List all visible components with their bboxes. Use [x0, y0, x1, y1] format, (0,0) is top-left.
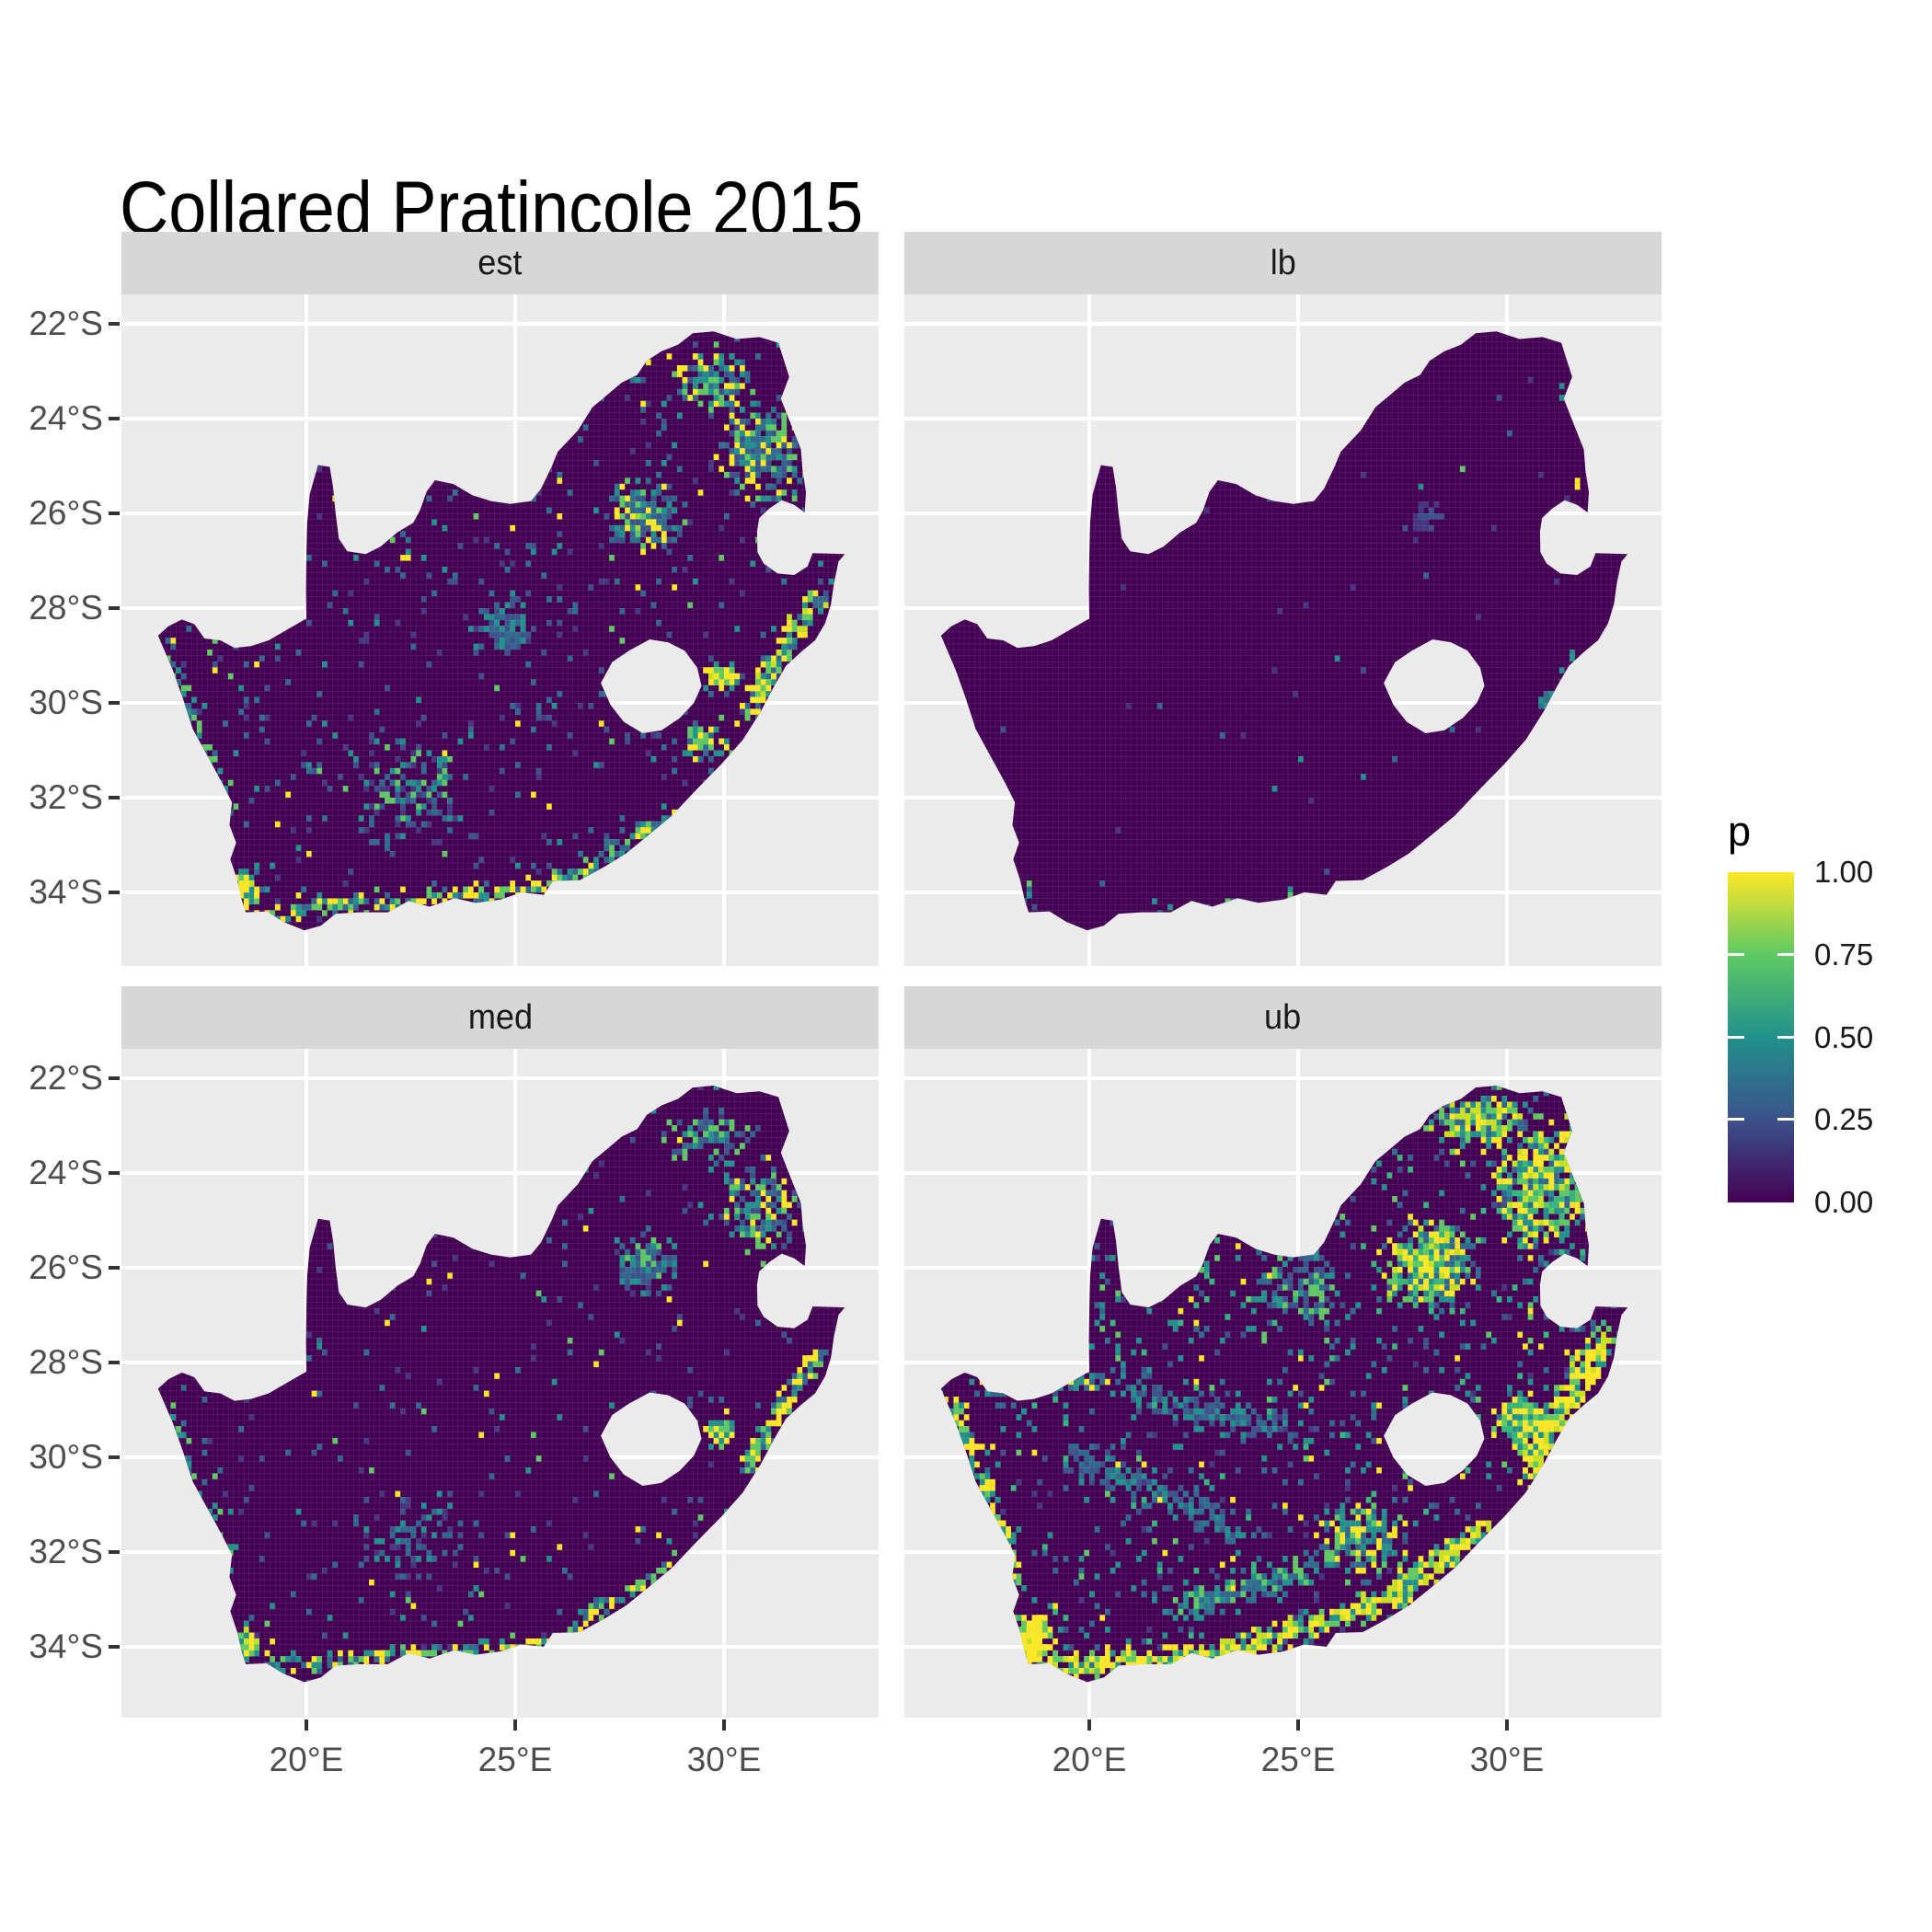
y-axis-label: 30°S [29, 1438, 103, 1476]
x-axis-tick [1505, 1719, 1509, 1731]
y-axis-tick [109, 796, 120, 799]
y-axis-tick [109, 1361, 120, 1364]
x-axis-label: 30°E [686, 1741, 762, 1778]
panel-med [121, 1049, 879, 1718]
x-axis-label: 25°E [1260, 1741, 1336, 1778]
legend-tick [1728, 1036, 1744, 1039]
x-axis-tick [513, 1719, 517, 1731]
panel-lb [904, 294, 1662, 966]
panel-est [121, 294, 879, 966]
facet-strip-lb: lb [904, 232, 1662, 294]
x-axis-tick [1296, 1719, 1300, 1731]
y-axis-label: 22°S [29, 305, 103, 342]
y-axis-tick [109, 1171, 120, 1175]
y-axis-label: 34°S [29, 873, 103, 911]
y-axis-label: 32°S [29, 778, 103, 816]
facet-strip-est: est [121, 232, 879, 294]
y-axis-label: 26°S [29, 494, 103, 532]
legend-tick [1777, 953, 1794, 956]
y-axis-label: 24°S [29, 399, 103, 437]
x-axis-label: 20°E [1052, 1741, 1127, 1778]
y-axis-tick [109, 606, 120, 610]
legend-label: 1.00 [1814, 855, 1874, 889]
map-med [157, 1086, 845, 1683]
y-axis-tick [109, 1645, 120, 1649]
legend-label: 0.50 [1814, 1020, 1874, 1054]
legend-tick [1728, 1118, 1744, 1121]
y-axis-label: 34°S [29, 1627, 103, 1665]
gridline-horizontal [121, 1076, 879, 1080]
y-axis-label: 28°S [29, 1343, 103, 1381]
gridline-horizontal [121, 1171, 879, 1175]
facet-strip-label: ub [1264, 997, 1302, 1037]
gridline-horizontal [904, 322, 1662, 326]
y-axis-tick [109, 512, 120, 515]
legend-label: 0.25 [1814, 1102, 1874, 1136]
map-lb [940, 331, 1628, 931]
facet-strip-label: lb [1270, 243, 1296, 282]
panel-ub [904, 1049, 1662, 1718]
x-axis-label: 25°E [477, 1741, 553, 1778]
y-axis-label: 22°S [29, 1059, 103, 1097]
y-axis-tick [109, 1076, 120, 1080]
gridline-horizontal [904, 417, 1662, 420]
legend-tick [1777, 1036, 1794, 1039]
gridline-horizontal [904, 1171, 1662, 1175]
y-axis-tick [109, 322, 120, 326]
facet-strip-label: est [477, 243, 523, 282]
y-axis-label: 24°S [29, 1154, 103, 1191]
gridline-horizontal [904, 1076, 1662, 1080]
map-est [157, 331, 845, 931]
y-axis-label: 30°S [29, 684, 103, 721]
y-axis-tick [109, 1550, 120, 1554]
legend-colorbar [1728, 872, 1794, 1202]
facet-strip-label: med [467, 997, 533, 1037]
y-axis-tick [109, 1266, 120, 1270]
x-axis-label: 30°E [1469, 1741, 1545, 1778]
facet-strip-med: med [121, 986, 879, 1049]
y-axis-label: 26°S [29, 1248, 103, 1286]
gridline-horizontal [121, 417, 879, 420]
y-axis-tick [109, 891, 120, 894]
map-ub [940, 1086, 1628, 1683]
legend-tick [1728, 953, 1744, 956]
legend-label: 0.75 [1814, 937, 1874, 972]
gridline-horizontal [121, 322, 879, 326]
facet-strip-ub: ub [904, 986, 1662, 1049]
x-axis-tick [722, 1719, 726, 1731]
y-axis-tick [109, 417, 120, 420]
x-axis-tick [305, 1719, 308, 1731]
y-axis-tick [109, 701, 120, 705]
legend-label: 0.00 [1814, 1185, 1874, 1219]
y-axis-tick [109, 1455, 120, 1459]
x-axis-tick [1087, 1719, 1091, 1731]
legend-title: p [1728, 808, 1752, 855]
legend-tick [1777, 1118, 1794, 1121]
x-axis-label: 20°E [269, 1741, 344, 1778]
y-axis-label: 28°S [29, 589, 103, 627]
y-axis-label: 32°S [29, 1533, 103, 1570]
